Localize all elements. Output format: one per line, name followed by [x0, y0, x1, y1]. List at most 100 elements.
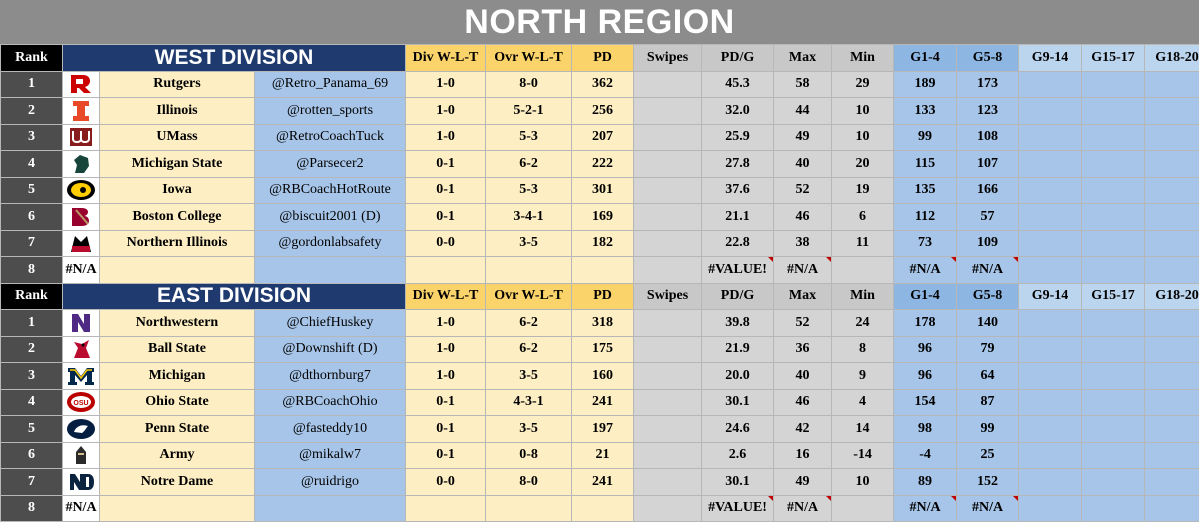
g18-20-cell[interactable] — [1145, 204, 1199, 231]
g18-20-cell[interactable] — [1145, 71, 1199, 98]
g5-8-cell[interactable]: 152 — [957, 469, 1019, 496]
team-name-cell[interactable] — [100, 495, 255, 522]
team-name-cell[interactable]: Penn State — [100, 416, 255, 443]
min-cell[interactable]: 10 — [832, 469, 894, 496]
g15-17-cell[interactable] — [1082, 124, 1145, 151]
ovr-wlt-cell[interactable]: 5-2-1 — [486, 98, 572, 125]
g5-8-cell[interactable]: 166 — [957, 177, 1019, 204]
g15-17-cell[interactable] — [1082, 416, 1145, 443]
max-cell[interactable]: #N/A — [774, 257, 832, 284]
team-name-cell[interactable]: Ohio State — [100, 389, 255, 416]
min-cell[interactable] — [832, 257, 894, 284]
g9-14-cell[interactable] — [1019, 416, 1082, 443]
g5-8-cell[interactable]: 107 — [957, 151, 1019, 178]
div-wlt-cell[interactable]: 0-0 — [406, 469, 486, 496]
pd-cell[interactable]: 362 — [572, 71, 634, 98]
max-cell[interactable]: 58 — [774, 71, 832, 98]
g18-20-cell[interactable] — [1145, 310, 1199, 337]
coach-handle-cell[interactable]: @dthornburg7 — [255, 363, 406, 390]
swipes-cell[interactable] — [634, 204, 702, 231]
pd-cell[interactable]: 241 — [572, 389, 634, 416]
swipes-cell[interactable] — [634, 363, 702, 390]
g1-4-cell[interactable]: 73 — [894, 230, 957, 257]
g15-17-cell[interactable] — [1082, 310, 1145, 337]
g15-17-cell[interactable] — [1082, 98, 1145, 125]
g1-4-cell[interactable]: 154 — [894, 389, 957, 416]
pd-cell[interactable]: 160 — [572, 363, 634, 390]
g18-20-cell[interactable] — [1145, 257, 1199, 284]
g5-8-cell[interactable]: 99 — [957, 416, 1019, 443]
g5-8-cell[interactable]: 79 — [957, 336, 1019, 363]
div-wlt-cell[interactable]: 0-1 — [406, 177, 486, 204]
coach-handle-cell[interactable]: @gordonlabsafety — [255, 230, 406, 257]
g9-14-cell[interactable] — [1019, 363, 1082, 390]
div-wlt-cell[interactable]: 1-0 — [406, 336, 486, 363]
pdg-cell[interactable]: 27.8 — [702, 151, 774, 178]
team-name-cell[interactable] — [100, 257, 255, 284]
g9-14-cell[interactable] — [1019, 151, 1082, 178]
g1-4-cell[interactable]: 133 — [894, 98, 957, 125]
pdg-cell[interactable]: 25.9 — [702, 124, 774, 151]
g1-4-cell[interactable]: 135 — [894, 177, 957, 204]
g15-17-cell[interactable] — [1082, 177, 1145, 204]
div-wlt-cell[interactable]: 0-1 — [406, 389, 486, 416]
g18-20-cell[interactable] — [1145, 442, 1199, 469]
min-cell[interactable]: 11 — [832, 230, 894, 257]
g15-17-cell[interactable] — [1082, 71, 1145, 98]
g1-4-cell[interactable]: 96 — [894, 336, 957, 363]
ovr-wlt-cell[interactable]: 3-5 — [486, 416, 572, 443]
pd-cell[interactable] — [572, 257, 634, 284]
div-wlt-cell[interactable] — [406, 495, 486, 522]
pdg-cell[interactable]: #VALUE! — [702, 495, 774, 522]
g5-8-cell[interactable]: 140 — [957, 310, 1019, 337]
div-wlt-cell[interactable]: 1-0 — [406, 310, 486, 337]
pd-cell[interactable]: 318 — [572, 310, 634, 337]
div-wlt-cell[interactable]: 0-1 — [406, 151, 486, 178]
min-cell[interactable] — [832, 495, 894, 522]
g9-14-cell[interactable] — [1019, 98, 1082, 125]
pdg-cell[interactable]: 22.8 — [702, 230, 774, 257]
min-cell[interactable]: 14 — [832, 416, 894, 443]
max-cell[interactable]: 52 — [774, 177, 832, 204]
pd-cell[interactable]: 182 — [572, 230, 634, 257]
g18-20-cell[interactable] — [1145, 177, 1199, 204]
g1-4-cell[interactable]: 112 — [894, 204, 957, 231]
g15-17-cell[interactable] — [1082, 363, 1145, 390]
min-cell[interactable]: 4 — [832, 389, 894, 416]
div-wlt-cell[interactable]: 0-1 — [406, 442, 486, 469]
swipes-cell[interactable] — [634, 71, 702, 98]
coach-handle-cell[interactable]: @mikalw7 — [255, 442, 406, 469]
ovr-wlt-cell[interactable]: 4-3-1 — [486, 389, 572, 416]
g1-4-cell[interactable]: 178 — [894, 310, 957, 337]
swipes-cell[interactable] — [634, 177, 702, 204]
coach-handle-cell[interactable] — [255, 257, 406, 284]
swipes-cell[interactable] — [634, 257, 702, 284]
g15-17-cell[interactable] — [1082, 495, 1145, 522]
min-cell[interactable]: 19 — [832, 177, 894, 204]
g5-8-cell[interactable]: #N/A — [957, 257, 1019, 284]
g1-4-cell[interactable]: 189 — [894, 71, 957, 98]
coach-handle-cell[interactable]: @biscuit2001 (D) — [255, 204, 406, 231]
ovr-wlt-cell[interactable]: 8-0 — [486, 469, 572, 496]
g1-4-cell[interactable]: 99 — [894, 124, 957, 151]
team-name-cell[interactable]: UMass — [100, 124, 255, 151]
pdg-cell[interactable]: 32.0 — [702, 98, 774, 125]
pdg-cell[interactable]: 37.6 — [702, 177, 774, 204]
max-cell[interactable]: 44 — [774, 98, 832, 125]
swipes-cell[interactable] — [634, 469, 702, 496]
team-name-cell[interactable]: Boston College — [100, 204, 255, 231]
coach-handle-cell[interactable]: @Downshift (D) — [255, 336, 406, 363]
g9-14-cell[interactable] — [1019, 230, 1082, 257]
swipes-cell[interactable] — [634, 124, 702, 151]
team-name-cell[interactable]: Iowa — [100, 177, 255, 204]
ovr-wlt-cell[interactable]: 0-8 — [486, 442, 572, 469]
g1-4-cell[interactable]: 96 — [894, 363, 957, 390]
g1-4-cell[interactable]: 89 — [894, 469, 957, 496]
g9-14-cell[interactable] — [1019, 469, 1082, 496]
div-wlt-cell[interactable]: 1-0 — [406, 124, 486, 151]
coach-handle-cell[interactable]: @RBCoachOhio — [255, 389, 406, 416]
g9-14-cell[interactable] — [1019, 124, 1082, 151]
swipes-cell[interactable] — [634, 310, 702, 337]
pd-cell[interactable]: 175 — [572, 336, 634, 363]
g9-14-cell[interactable] — [1019, 336, 1082, 363]
